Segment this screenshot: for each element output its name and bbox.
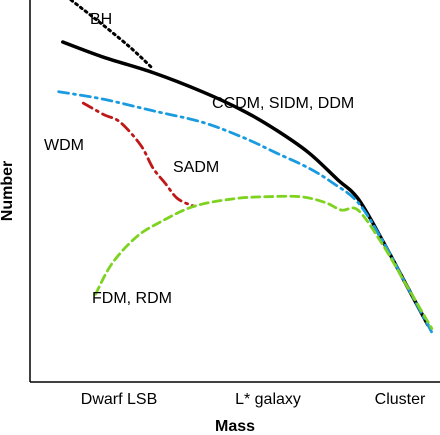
series-line-ccdm-sidm-ddm [61, 40, 430, 327]
annotation-sadm: SADM [173, 159, 219, 176]
series-line-bh [69, 0, 155, 71]
y-axis-title: Number [0, 161, 16, 221]
series-line-wdm [81, 101, 196, 208]
series-layer [57, 0, 434, 334]
annotation-fdm: FDM, RDM [92, 290, 172, 307]
x-tick-label-dwarf: Dwarf LSB [81, 391, 157, 408]
axes [29, 0, 440, 383]
annotation-ccdm: CCDM, SIDM, DDM [212, 95, 354, 112]
annotation-bh: BH [90, 11, 112, 28]
x-tick-label-cluster: Cluster [375, 391, 426, 408]
annotations: BH CCDM, SIDM, DDM WDM SADM FDM, RDM [44, 11, 354, 307]
x-tick-labels: Dwarf LSB L* galaxy Cluster [81, 391, 426, 408]
series-line-fdm-rdm [94, 194, 434, 330]
x-axis-title: Mass [215, 418, 255, 435]
series-line-sadm [57, 90, 434, 334]
x-tick-label-lstar: L* galaxy [235, 391, 301, 408]
annotation-wdm: WDM [44, 137, 84, 154]
